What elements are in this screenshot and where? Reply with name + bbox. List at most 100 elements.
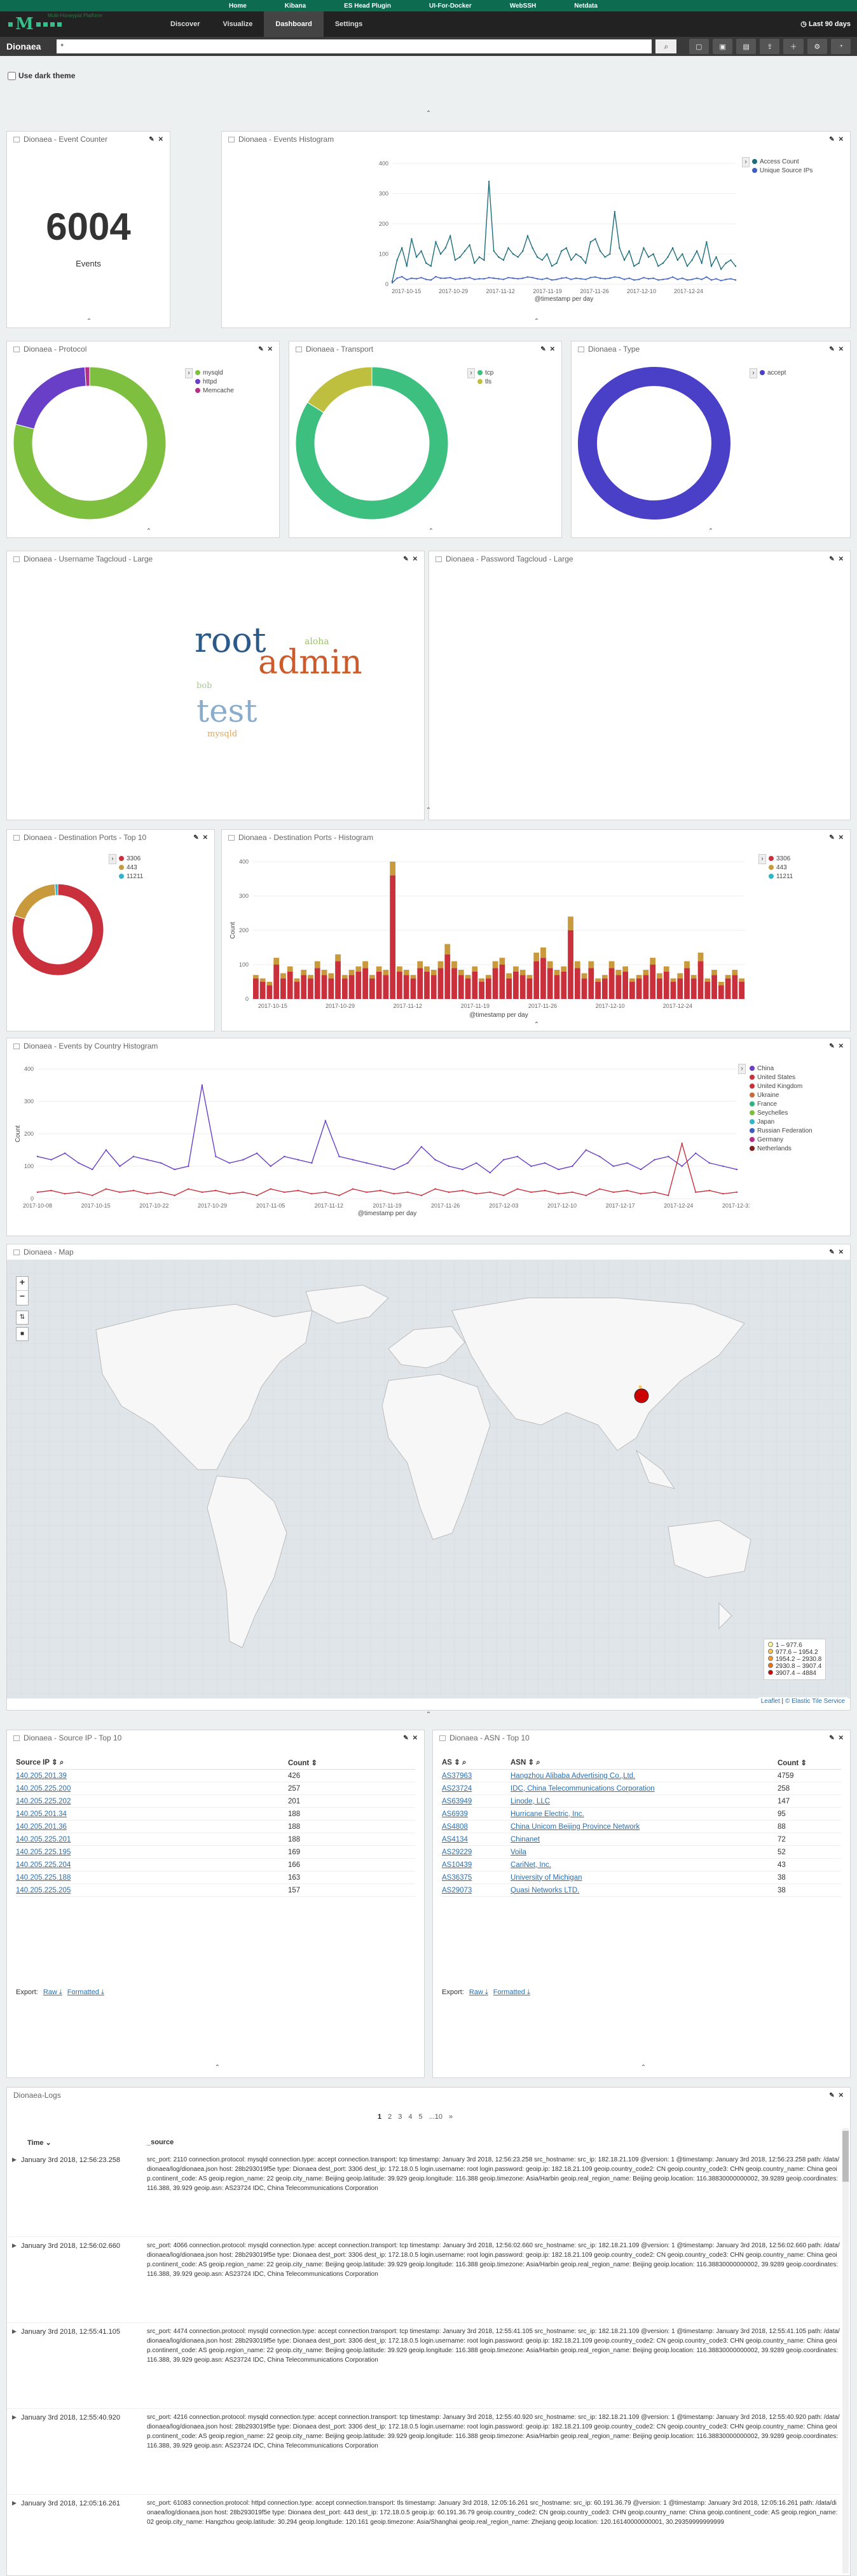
edit-icon[interactable]: ✎ bbox=[193, 834, 199, 841]
nav-kibana[interactable]: Kibana bbox=[284, 2, 306, 10]
protocol-donut[interactable] bbox=[7, 361, 172, 526]
edit-icon[interactable]: ✎ bbox=[829, 834, 835, 841]
as-link[interactable]: AS4134 bbox=[442, 1835, 468, 1843]
time-picker[interactable]: ◷ Last 90 days bbox=[800, 11, 851, 37]
tag-word[interactable]: aloha bbox=[305, 637, 329, 647]
legend-item[interactable]: France bbox=[750, 1099, 812, 1108]
legend-item[interactable]: 443 bbox=[119, 863, 143, 872]
close-icon[interactable]: ✕ bbox=[838, 2091, 844, 2099]
asn-name-link[interactable]: CariNet, Inc. bbox=[511, 1861, 551, 1869]
page-link[interactable]: 4 bbox=[408, 2113, 413, 2121]
page-link[interactable]: 5 bbox=[418, 2113, 423, 2121]
nav-webssh[interactable]: WebSSH bbox=[509, 2, 537, 10]
column-header-count[interactable]: Count ⇕ bbox=[288, 1756, 415, 1770]
legend-item[interactable]: Germany bbox=[750, 1135, 812, 1144]
close-icon[interactable]: ✕ bbox=[838, 834, 844, 841]
legend-item[interactable]: Russian Federation bbox=[750, 1126, 812, 1135]
export-formatted-link[interactable]: Formatted ⤓ bbox=[493, 1988, 530, 1996]
page-link[interactable]: 1 bbox=[378, 2113, 382, 2121]
legend-caret[interactable]: ⌃ bbox=[428, 528, 434, 535]
edit-icon[interactable]: ✎ bbox=[829, 1248, 835, 1256]
add-panel-button[interactable]: ＋ bbox=[783, 39, 804, 54]
legend-toggle[interactable]: › bbox=[185, 368, 193, 378]
destination-ports-histogram-chart[interactable]: 0 100 200 300 400 2017-10-15 2017-10-29 2017-11… bbox=[227, 849, 755, 1027]
legend-caret[interactable]: ⌃ bbox=[533, 318, 540, 325]
as-link[interactable]: AS4808 bbox=[442, 1822, 468, 1831]
asn-name-link[interactable]: China Unicom Beijing Province Network bbox=[511, 1822, 640, 1831]
expand-row-icon[interactable]: ▶ bbox=[12, 2328, 17, 2334]
source-ip-link[interactable]: 140.205.201.39 bbox=[16, 1772, 67, 1780]
legend-item[interactable]: tls bbox=[477, 377, 493, 386]
tab-settings[interactable]: Settings bbox=[334, 20, 363, 28]
events-histogram-chart[interactable]: 0 100 200 300 400 2017-10-15 2017-10-29 2017-11… bbox=[227, 151, 837, 322]
edit-icon[interactable]: ✎ bbox=[829, 1734, 835, 1742]
tag-word[interactable]: root bbox=[195, 620, 266, 660]
country-histogram-chart[interactable]: 0 100 200 300 400 2017-10-08 2017-10-15 2017-10… bbox=[12, 1056, 750, 1234]
legend-caret[interactable]: ⌃ bbox=[86, 318, 92, 325]
log-row[interactable]: ▶ January 3rd 2018, 12:55:40.920 src_port:… bbox=[7, 2409, 840, 2495]
nav-netdata[interactable]: Netdata bbox=[574, 2, 598, 10]
close-icon[interactable]: ✕ bbox=[202, 834, 208, 841]
edit-icon[interactable]: ✎ bbox=[403, 1734, 409, 1742]
legend-item[interactable]: Japan bbox=[750, 1117, 812, 1126]
tab-dashboard[interactable]: Dashboard bbox=[264, 11, 324, 37]
asn-name-link[interactable]: Chinanet bbox=[511, 1835, 540, 1843]
column-header-source-ip[interactable]: Source IP ⇕ ⌕ bbox=[16, 1756, 288, 1770]
edit-icon[interactable]: ✎ bbox=[829, 2091, 835, 2099]
zoom-in-button[interactable]: + bbox=[17, 1277, 28, 1291]
close-icon[interactable]: ✕ bbox=[267, 345, 273, 353]
expand-row-icon[interactable]: ▶ bbox=[12, 2500, 17, 2506]
legend-item[interactable]: Seychelles bbox=[750, 1108, 812, 1117]
log-row[interactable]: ▶ January 3rd 2018, 12:05:16.261 src_port:… bbox=[7, 2495, 840, 2575]
share-button[interactable]: ⇪ bbox=[760, 39, 780, 54]
close-icon[interactable]: ✕ bbox=[838, 135, 844, 143]
asn-name-link[interactable]: Voila bbox=[511, 1848, 526, 1856]
legend-item[interactable]: 11211 bbox=[769, 872, 793, 881]
nav-ui-for-docker[interactable]: UI-For-Docker bbox=[429, 2, 472, 10]
page-link[interactable]: 2 bbox=[388, 2113, 392, 2121]
collapse-caret[interactable]: ⌃ bbox=[425, 807, 432, 814]
legend-item[interactable]: Memcache bbox=[195, 386, 234, 395]
log-row[interactable]: ▶ January 3rd 2018, 12:55:41.105 src_port:… bbox=[7, 2323, 840, 2409]
expand-row-icon[interactable]: ▶ bbox=[12, 2156, 17, 2163]
legend-toggle[interactable]: › bbox=[467, 368, 475, 378]
close-icon[interactable]: ✕ bbox=[838, 1042, 844, 1050]
collapse-caret[interactable]: ⌃ bbox=[425, 110, 432, 117]
source-ip-link[interactable]: 140.205.225.201 bbox=[16, 1835, 71, 1843]
legend-toggle[interactable]: › bbox=[742, 157, 750, 167]
edit-icon[interactable]: ✎ bbox=[149, 135, 154, 143]
tab-discover[interactable]: Discover bbox=[170, 20, 200, 28]
legend-caret[interactable]: ⌃ bbox=[146, 528, 152, 535]
destination-ports-donut[interactable] bbox=[10, 882, 112, 984]
column-header-time[interactable]: Time ⌄ bbox=[27, 2139, 51, 2147]
legend-item[interactable]: United States bbox=[750, 1073, 812, 1082]
legend-item[interactable]: 3306 bbox=[119, 854, 143, 863]
as-link[interactable]: AS29073 bbox=[442, 1886, 472, 1894]
asn-name-link[interactable]: University of Michigan bbox=[511, 1873, 582, 1882]
edit-icon[interactable]: ✎ bbox=[829, 555, 835, 563]
source-ip-link[interactable]: 140.205.225.204 bbox=[16, 1861, 71, 1869]
legend-item[interactable]: 443 bbox=[769, 863, 793, 872]
close-icon[interactable]: ✕ bbox=[838, 1248, 844, 1256]
source-ip-link[interactable]: 140.205.225.195 bbox=[16, 1848, 71, 1856]
legend-item[interactable]: 3306 bbox=[769, 854, 793, 863]
tag-word[interactable]: bob bbox=[196, 681, 212, 691]
tab-visualize[interactable]: Visualize bbox=[223, 20, 253, 28]
as-link[interactable]: AS6939 bbox=[442, 1810, 468, 1818]
source-ip-link[interactable]: 140.205.201.34 bbox=[16, 1810, 67, 1818]
type-donut[interactable] bbox=[572, 361, 737, 526]
search-button[interactable]: ⌕ bbox=[655, 39, 677, 53]
elastic-tile-link[interactable]: © Elastic Tile Service bbox=[785, 1698, 845, 1705]
new-dashboard-button[interactable]: ▢ bbox=[689, 39, 709, 54]
legend-item[interactable]: Access Count bbox=[752, 157, 812, 166]
tag-word[interactable]: mysqld bbox=[207, 729, 238, 739]
as-link[interactable]: AS10439 bbox=[442, 1861, 472, 1869]
search-input[interactable] bbox=[57, 39, 652, 53]
zoom-out-button[interactable]: − bbox=[19, 1291, 25, 1301]
log-row[interactable]: ▶ January 3rd 2018, 12:56:23.258 src_port:… bbox=[7, 2151, 840, 2237]
fit-bounds-button[interactable]: ⇅ bbox=[16, 1311, 29, 1325]
legend-caret[interactable]: ⌃ bbox=[214, 2064, 221, 2071]
page-link[interactable]: » bbox=[449, 2113, 453, 2121]
draw-rectangle-button[interactable]: ■ bbox=[16, 1327, 29, 1341]
legend-item[interactable]: 11211 bbox=[119, 872, 143, 881]
